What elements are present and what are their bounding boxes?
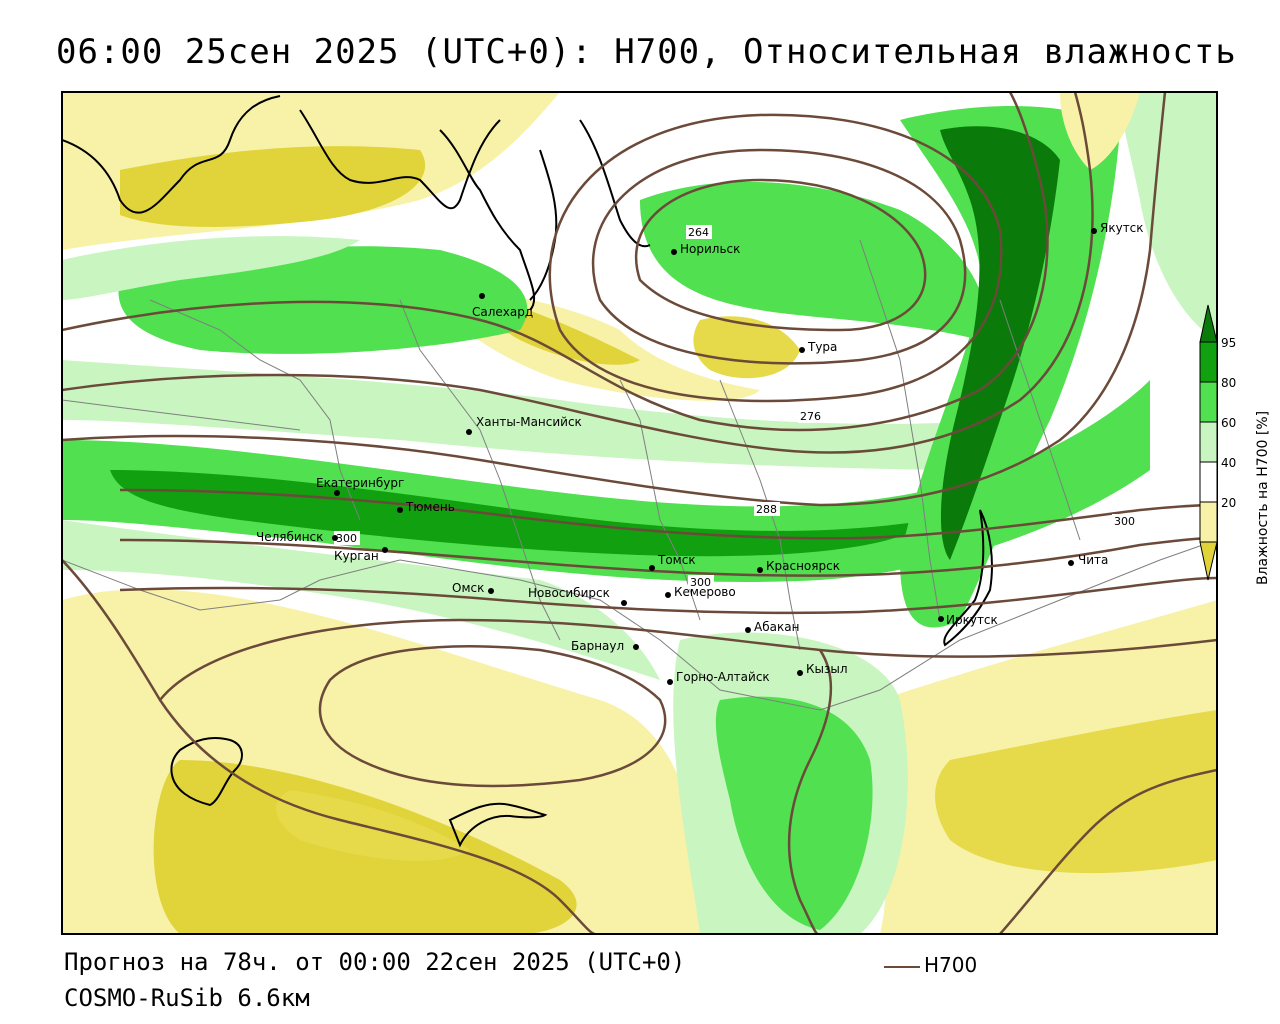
- light-moist-area-west: [62, 236, 360, 300]
- very-dry-area-kazakh: [276, 790, 470, 861]
- light-moist-northeast: [1120, 92, 1217, 340]
- city-marker: [334, 490, 340, 496]
- h700-contours: [62, 92, 1217, 934]
- city-label: Курган: [334, 549, 379, 563]
- lake-baikal: [943, 509, 993, 647]
- contour-labels: 264 276 288 300 300 300: [334, 225, 1138, 589]
- city-marker: [665, 592, 671, 598]
- city-label: Кызыл: [806, 662, 848, 676]
- city-label: Челябинск: [256, 530, 323, 544]
- city-marker: [649, 565, 655, 571]
- colorbar-bin-60: [1199, 421, 1218, 463]
- aral-sea: [170, 737, 243, 807]
- contour-label: 288: [756, 503, 777, 516]
- city-marker: [479, 293, 485, 299]
- city-label: Тюмень: [405, 500, 455, 514]
- humidity-field: [62, 92, 1217, 934]
- contour-label: 300: [690, 576, 711, 589]
- city-marker: [621, 600, 627, 606]
- contour-label: 276: [800, 410, 821, 423]
- contour-legend-swatch: [884, 965, 920, 968]
- city-label: Ханты-Мансийск: [476, 415, 582, 429]
- city-label: Норильск: [680, 242, 740, 256]
- contour-label: 300: [1114, 515, 1135, 528]
- colorbar-tick: 60: [1221, 416, 1236, 430]
- colorbar-tick: 20: [1221, 496, 1236, 510]
- colorbar-title: Влажность на H700 [%]: [1255, 410, 1271, 585]
- forecast-info: Прогноз на 78ч. от 00:00 22сен 2025 (UTC…: [64, 948, 686, 976]
- city-label: Томск: [657, 553, 696, 567]
- city-marker: [1068, 560, 1074, 566]
- colorbar-tick: 80: [1221, 376, 1236, 390]
- city-marker: [1091, 228, 1097, 234]
- very-dry-area-north: [120, 146, 426, 227]
- city-label: Якутск: [1100, 221, 1144, 235]
- lake-balkhash: [448, 802, 548, 848]
- city-marker: [667, 679, 673, 685]
- city-label: Омск: [452, 581, 484, 595]
- coastlines: [62, 95, 993, 848]
- colorbar-bin-95: [1199, 341, 1218, 383]
- very-dry-area-salekhard: [496, 300, 640, 365]
- light-moist-area-center: [62, 360, 1000, 470]
- model-name: COSMO-RuSib 6.6км: [64, 984, 310, 1012]
- colorbar-bin-40: [1199, 461, 1218, 503]
- colorbar: 95 80 60 40 20: [1199, 304, 1236, 581]
- very-wet-spine-east: [940, 126, 1060, 560]
- city-marker: [397, 507, 403, 513]
- city-label: Салехард: [472, 305, 533, 319]
- city-label: Екатеринбург: [316, 476, 404, 490]
- city-marker: [745, 627, 751, 633]
- cities: Норильск Якутск Салехард Тура Ханты-Манс…: [256, 221, 1144, 685]
- city-marker: [797, 670, 803, 676]
- light-moist-south-band: [62, 520, 660, 680]
- city-marker: [382, 547, 388, 553]
- city-marker: [488, 588, 494, 594]
- colorbar-bin-80: [1199, 381, 1218, 423]
- city-marker: [633, 644, 639, 650]
- city-marker: [938, 616, 944, 622]
- contour-legend-label: H700: [924, 953, 978, 977]
- city-label: Чита: [1078, 553, 1108, 567]
- city-label: Иркутск: [946, 613, 998, 627]
- colorbar-tick: 95: [1221, 336, 1236, 350]
- city-marker: [466, 429, 472, 435]
- city-label: Барнаул: [571, 639, 624, 653]
- city-marker: [799, 347, 805, 353]
- map-title: 06:00 25сен 2025 (UTC+0): H700, Относите…: [56, 32, 1237, 72]
- city-marker: [757, 567, 763, 573]
- city-label: Тура: [807, 340, 837, 354]
- city-label: Красноярск: [766, 559, 840, 573]
- very-dry-area-southeast: [935, 710, 1217, 874]
- city-label: Новосибирск: [528, 586, 610, 600]
- wet-area-mongolia: [715, 696, 873, 930]
- colorbar-bottom-triangle: [1199, 541, 1218, 581]
- colorbar-bin-20: [1199, 501, 1218, 543]
- city-label: Горно-Алтайск: [676, 670, 770, 684]
- city-marker: [332, 535, 338, 541]
- contour-label: 300: [336, 532, 357, 545]
- contour-legend: H700: [884, 953, 977, 977]
- city-label: Кемерово: [674, 585, 736, 599]
- contour-label: 264: [688, 226, 709, 239]
- city-label: Абакан: [754, 620, 799, 634]
- colorbar-tick: 40: [1221, 456, 1236, 470]
- city-marker: [671, 249, 677, 255]
